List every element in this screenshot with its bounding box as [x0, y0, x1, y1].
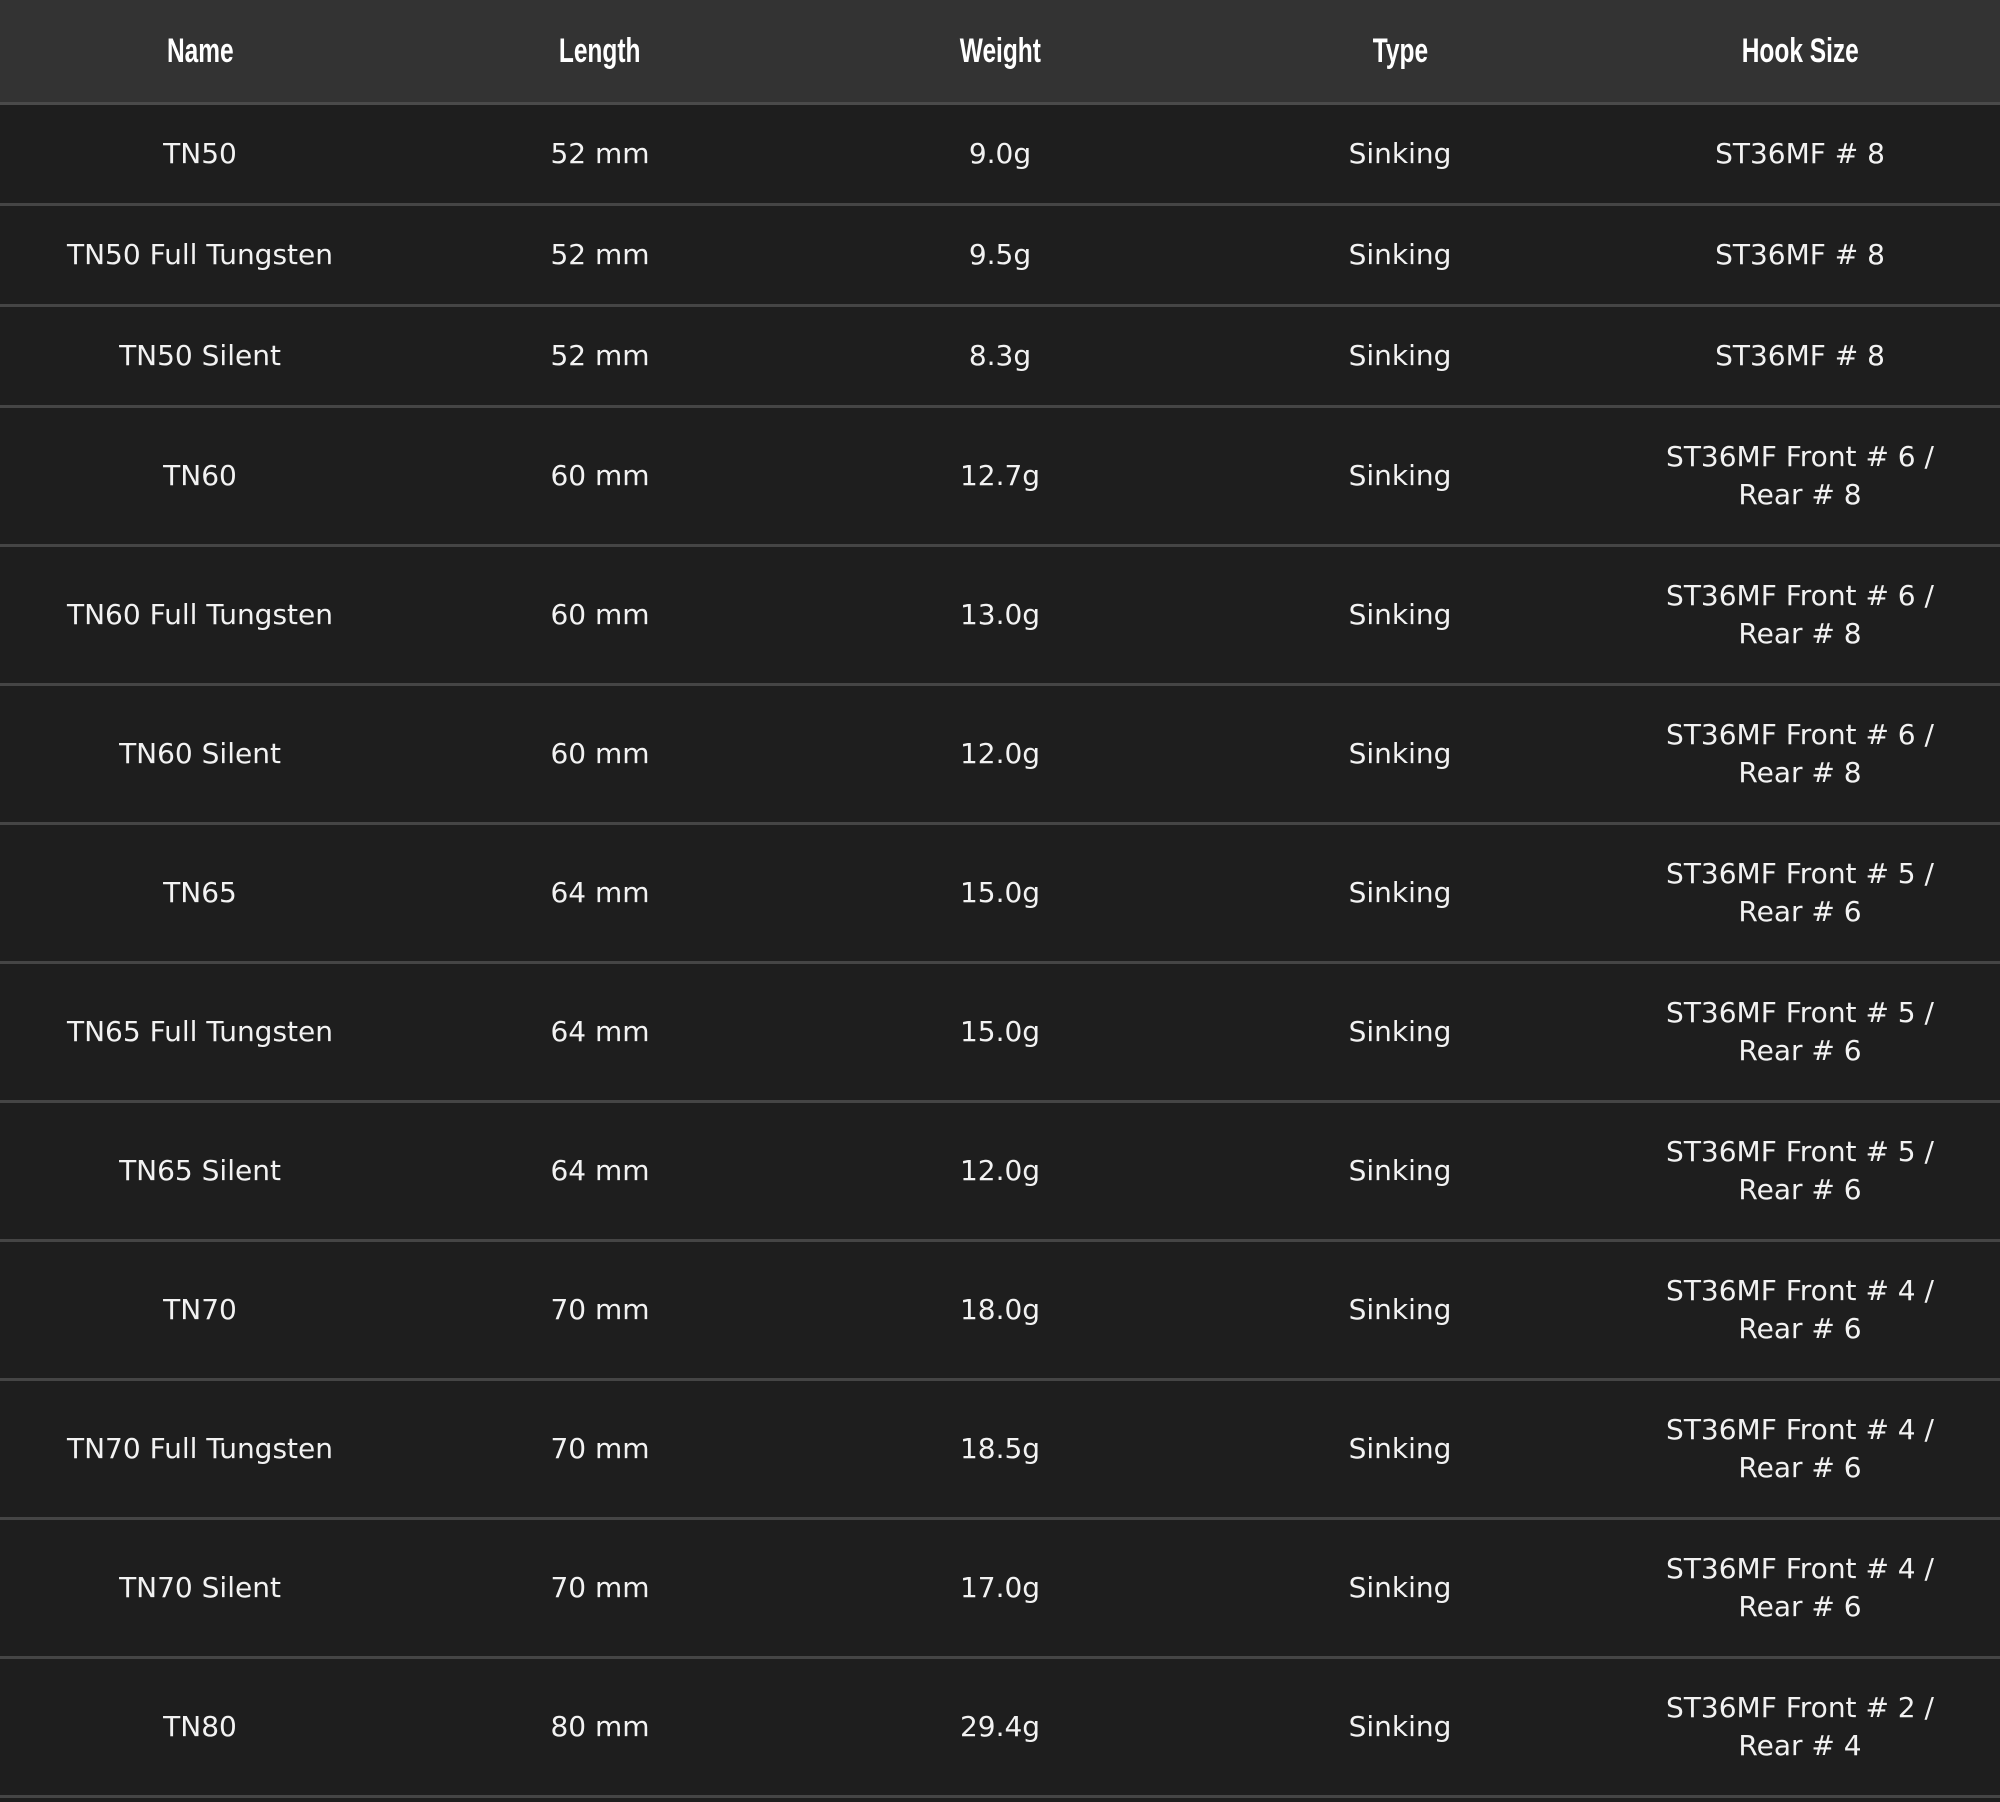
cell-type: Sinking: [1200, 305, 1600, 408]
cell-hook-size: ST36MF Front # 5 / Rear # 6: [1600, 962, 2000, 1103]
cell-weight: 18.0g: [800, 1240, 1200, 1381]
table-row: TN60 Silent 60 mm 12.0g Sinking ST36MF Front…: [0, 684, 2000, 825]
cell-length: 60 mm: [400, 406, 800, 547]
cell-name: TN70: [0, 1240, 400, 1381]
cell-length: 80 mm: [400, 1657, 800, 1798]
cell-weight: 13.0g: [800, 545, 1200, 686]
cell-weight: 29.4g: [800, 1657, 1200, 1798]
header-row: Name Length Weight Type Hook Size: [0, 0, 2000, 105]
cell-type: Sinking: [1200, 545, 1600, 686]
cell-length: 64 mm: [400, 823, 800, 964]
cell-type: Sinking: [1200, 823, 1600, 964]
cell-name: TN60: [0, 406, 400, 547]
cell-hook-size: ST36MF Front # 6 / Rear # 8: [1600, 684, 2000, 825]
header-length: Length: [400, 0, 800, 105]
cell-type: Sinking: [1200, 1240, 1600, 1381]
cell-weight: 12.0g: [800, 684, 1200, 825]
cell-weight: 9.5g: [800, 204, 1200, 307]
cell-length: 70 mm: [400, 1518, 800, 1659]
cell-name: TN80: [0, 1657, 400, 1798]
cell-name: TN70 Silent: [0, 1518, 400, 1659]
cell-name: TN65 Full Tungsten: [0, 962, 400, 1103]
cell-type: Sinking: [1200, 1657, 1600, 1798]
cell-weight: 15.0g: [800, 823, 1200, 964]
table-row: TN65 Full Tungsten 64 mm 15.0g Sinking ST36M…: [0, 962, 2000, 1103]
cell-type: Sinking: [1200, 1101, 1600, 1242]
cell-weight: 9.0g: [800, 103, 1200, 206]
table-row: TN60 60 mm 12.7g Sinking ST36MF Front # 6 / …: [0, 406, 2000, 547]
cell-weight: 15.0g: [800, 962, 1200, 1103]
cell-hook-size: ST36MF Front # 4 / Rear # 6: [1600, 1518, 2000, 1659]
cell-weight: 18.5g: [800, 1379, 1200, 1520]
cell-hook-size: ST36MF # 8: [1600, 103, 2000, 206]
cell-hook-size: ST36MF # 8: [1600, 305, 2000, 408]
cell-hook-size: ST36MF Front # 4 / Rear # 6: [1600, 1240, 2000, 1381]
table-row: TN50 Full Tungsten 52 mm 9.5g Sinking ST36MF…: [0, 204, 2000, 307]
cell-weight: 12.0g: [800, 1101, 1200, 1242]
table-row: TN50 52 mm 9.0g Sinking ST36MF # 8: [0, 103, 2000, 206]
cell-hook-size: ST36MF Front # 4 / Rear # 6: [1600, 1379, 2000, 1520]
header-weight: Weight: [800, 0, 1200, 105]
cell-name: TN65: [0, 823, 400, 964]
cell-length: 60 mm: [400, 684, 800, 825]
cell-type: Sinking: [1200, 962, 1600, 1103]
header-hook-size: Hook Size: [1600, 0, 2000, 105]
cell-hook-size: ST36MF Front # 6 / Rear # 8: [1600, 545, 2000, 686]
cell-name: TN65 Silent: [0, 1101, 400, 1242]
cell-length: 64 mm: [400, 1101, 800, 1242]
cell-hook-size: ST36MF Front # 2 / Rear # 4: [1600, 1657, 2000, 1798]
cell-length: 70 mm: [400, 1379, 800, 1520]
table-row: TN65 64 mm 15.0g Sinking ST36MF Front # 5 / …: [0, 823, 2000, 964]
table-row: TN70 Full Tungsten 70 mm 18.5g Sinking ST36M…: [0, 1379, 2000, 1520]
cell-type: Sinking: [1200, 103, 1600, 206]
table-row: TN50 Silent 52 mm 8.3g Sinking ST36MF # 8: [0, 305, 2000, 408]
table-row: TN60 Full Tungsten 60 mm 13.0g Sinking ST36M…: [0, 545, 2000, 686]
cell-name: TN70 Full Tungsten: [0, 1379, 400, 1520]
cell-type: Sinking: [1200, 684, 1600, 825]
cell-length: 70 mm: [400, 1240, 800, 1381]
cell-type: Sinking: [1200, 1518, 1600, 1659]
cell-length: 52 mm: [400, 103, 800, 206]
cell-weight: 17.0g: [800, 1518, 1200, 1659]
cell-length: 64 mm: [400, 962, 800, 1103]
header-name: Name: [0, 0, 400, 105]
cell-name: TN50 Full Tungsten: [0, 204, 400, 307]
cell-name: TN50: [0, 103, 400, 206]
cell-length: 52 mm: [400, 305, 800, 408]
table-row: TN65 Silent 64 mm 12.0g Sinking ST36MF Front…: [0, 1101, 2000, 1242]
cell-length: 52 mm: [400, 204, 800, 307]
cell-hook-size: ST36MF Front # 6 / Rear # 8: [1600, 406, 2000, 547]
cell-length: 60 mm: [400, 545, 800, 686]
cell-type: Sinking: [1200, 204, 1600, 307]
cell-hook-size: ST36MF Front # 5 / Rear # 6: [1600, 1101, 2000, 1242]
cell-weight: 8.3g: [800, 305, 1200, 408]
cell-hook-size: ST36MF # 8: [1600, 204, 2000, 307]
header-type: Type: [1200, 0, 1600, 105]
cell-type: Sinking: [1200, 1379, 1600, 1520]
table-row: TN80 80 mm 29.4g Sinking ST36MF Front # 2 / …: [0, 1657, 2000, 1798]
table-row: TN70 Silent 70 mm 17.0g Sinking ST36MF Front…: [0, 1518, 2000, 1659]
cell-name: TN60 Full Tungsten: [0, 545, 400, 686]
cell-weight: 12.7g: [800, 406, 1200, 547]
cell-name: TN60 Silent: [0, 684, 400, 825]
cell-hook-size: ST36MF Front # 5 / Rear # 6: [1600, 823, 2000, 964]
cell-type: Sinking: [1200, 406, 1600, 547]
cell-name: TN50 Silent: [0, 305, 400, 408]
table-row: TN70 70 mm 18.0g Sinking ST36MF Front # 4 / …: [0, 1240, 2000, 1381]
